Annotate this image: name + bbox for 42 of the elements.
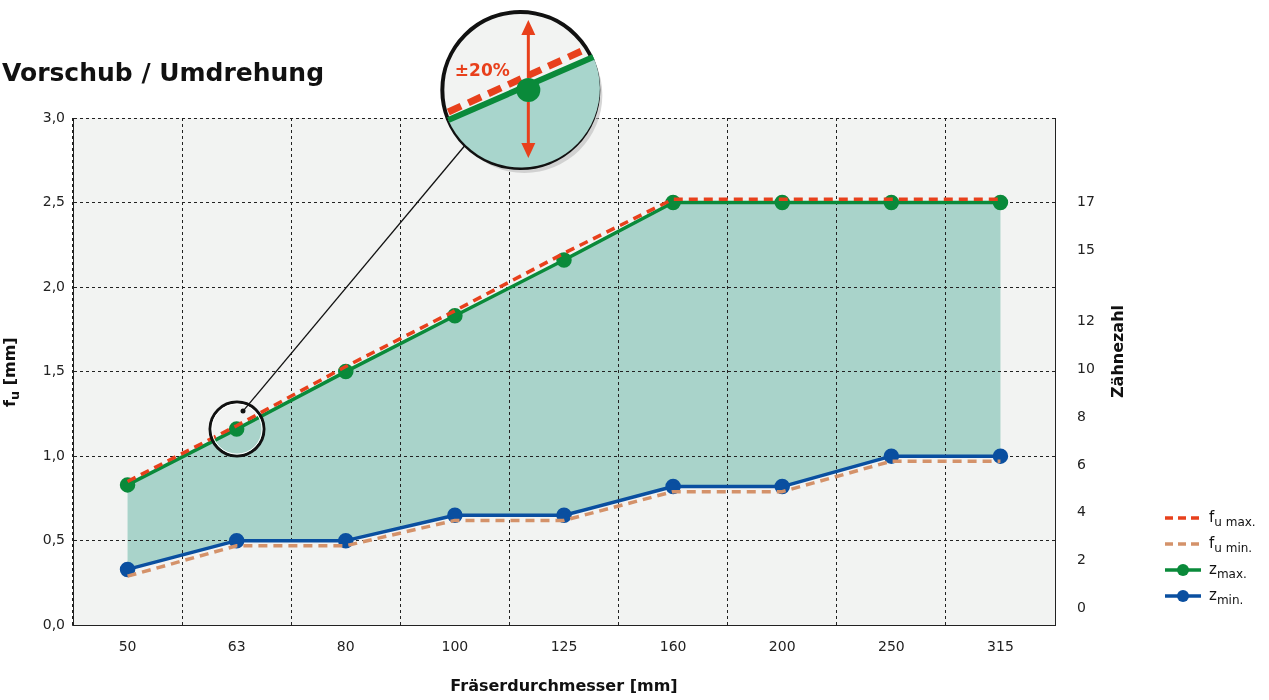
y2-axis-title: Zähnezahl	[1108, 305, 1127, 399]
text: ±20%	[454, 60, 510, 80]
y-tick-label: 2,0	[42, 277, 65, 294]
y-tick-label: 2,5	[42, 193, 65, 210]
y2-tick-label: 12	[1077, 312, 1095, 329]
point	[119, 561, 136, 578]
y-tick-label: 1,0	[42, 446, 65, 463]
point	[338, 532, 354, 549]
y2-tick-label: 4	[1077, 503, 1086, 520]
y-tick-label: 1,5	[42, 362, 65, 379]
legend-label: z$_{max.}$	[1209, 559, 1247, 581]
legend-label: f$_{u max.}$	[1209, 507, 1256, 529]
point	[992, 448, 1009, 464]
y2-tick-label: 17	[1077, 193, 1095, 210]
y2-tick-label: 10	[1077, 360, 1095, 377]
legend-label: f$_{u min.}$	[1209, 533, 1253, 555]
x-tick-label: 160	[659, 638, 687, 655]
point	[556, 507, 572, 524]
y2-tick-label: 0	[1077, 598, 1086, 615]
y-tick-label: 0,0	[42, 615, 65, 632]
y2-tick-label: 8	[1077, 407, 1086, 424]
point	[992, 194, 1009, 211]
x-tick-label: 50	[118, 638, 137, 655]
x-tick-label: 200	[768, 638, 796, 655]
x-tick-label: 125	[550, 638, 578, 655]
point	[119, 477, 136, 493]
y2-tick-label: 6	[1077, 455, 1086, 472]
y2-tick-label: 15	[1077, 240, 1095, 257]
x-tick-label: 250	[877, 638, 905, 655]
point	[228, 532, 245, 549]
chart-title: Vorschub / Umdrehung	[2, 58, 325, 87]
point	[883, 448, 900, 464]
x-tick-label: 63	[227, 638, 246, 655]
x-axis-title: Fräserdurchmesser [mm]	[449, 676, 679, 695]
x-tick-label: 315	[987, 638, 1014, 655]
x-tick-label: 80	[336, 638, 355, 655]
y-tick-label: 0,5	[42, 531, 65, 548]
y2-tick-label: 2	[1077, 551, 1086, 568]
x-tick-label: 100	[441, 638, 469, 655]
legend-label: z$_{min.}$	[1209, 585, 1244, 607]
y-tick-label: 3,0	[42, 108, 65, 125]
point	[556, 252, 572, 268]
